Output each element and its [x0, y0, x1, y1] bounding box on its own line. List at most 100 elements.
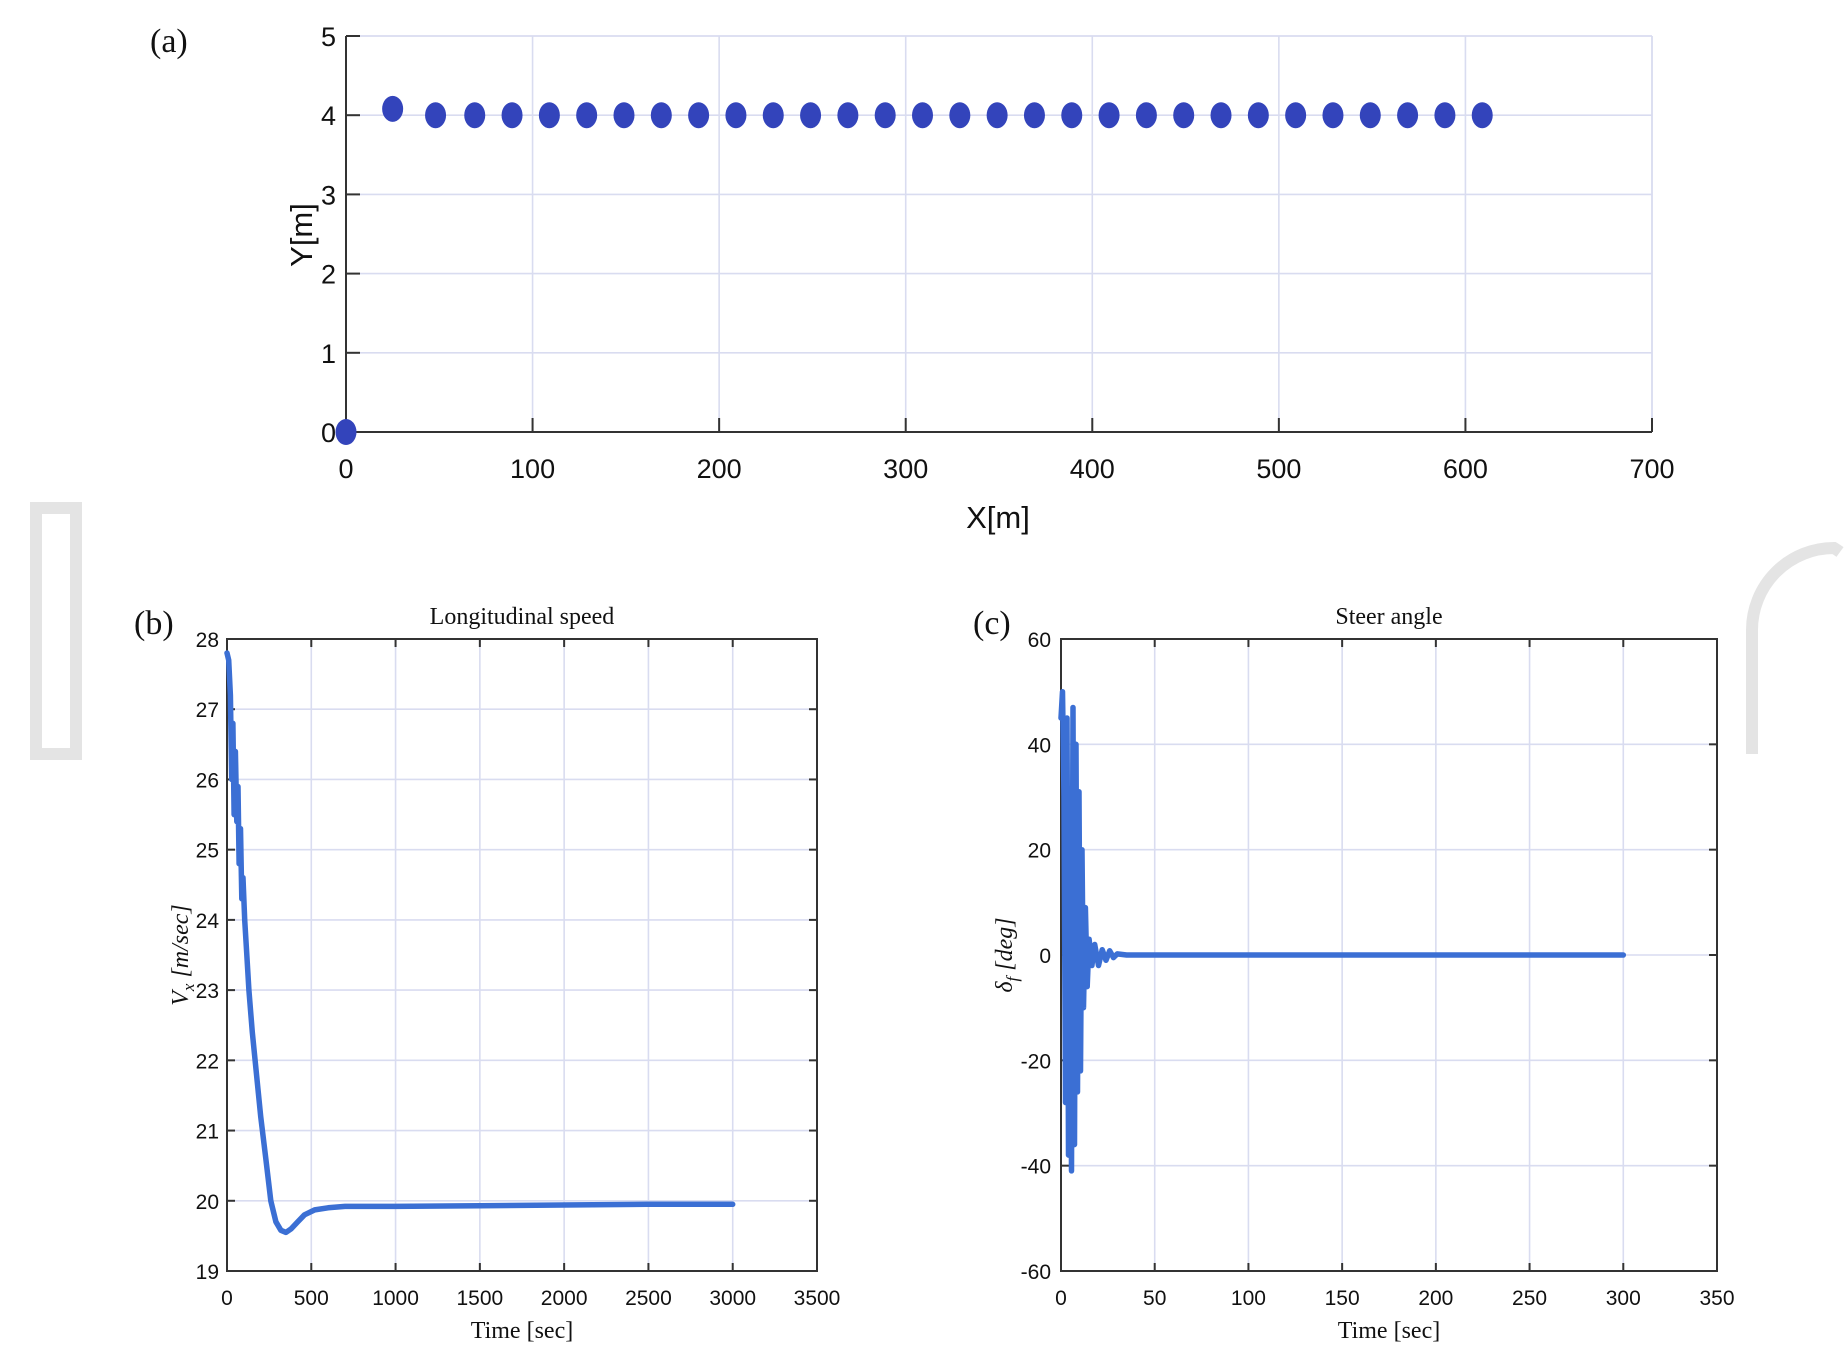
c-ytick-label-3: 0 — [1039, 945, 1051, 968]
a-ytick-label-2: 2 — [321, 260, 336, 290]
c-xtick-label-1: 50 — [1143, 1287, 1166, 1310]
panel-a-point-21 — [1135, 102, 1157, 129]
c-xtick-label-0: 0 — [1055, 1287, 1067, 1310]
panel-a-point-25 — [1285, 102, 1307, 129]
panel-c-xlabel: Time [sec] — [1338, 1318, 1440, 1344]
b-xtick-label-1: 500 — [294, 1287, 329, 1310]
a-xtick-label-0: 0 — [338, 454, 353, 484]
watermark — [30, 502, 1844, 760]
panel-a-point-4 — [501, 102, 523, 129]
panel-b-grid — [226, 638, 818, 1272]
panel-a-point-27 — [1359, 102, 1381, 129]
panel-a-point-7 — [613, 102, 635, 129]
b-xtick-label-6: 3000 — [709, 1287, 756, 1310]
panel-b-ylabel-unit: [m/sec] — [168, 904, 194, 983]
panel-a-xlabel: X[m] — [966, 500, 1030, 535]
a-xtick-label-2: 200 — [697, 454, 742, 484]
b-xtick-label-4: 2000 — [541, 1287, 588, 1310]
panel-a-point-17 — [986, 102, 1008, 129]
b-xtick-label-5: 2500 — [625, 1287, 672, 1310]
panel-a-point-13 — [837, 102, 859, 129]
b-xtick-label-0: 0 — [221, 1287, 233, 1310]
a-ytick-label-0: 0 — [321, 418, 336, 448]
a-xtick-label-1: 100 — [510, 454, 555, 484]
panel-c-ylabel-symbol: δ — [992, 981, 1018, 993]
panel-a-ticks: 0 100 200 300 400 500 600 700 0 1 2 3 4 5 — [321, 22, 1675, 484]
panel-label-b: (b) — [134, 605, 174, 642]
b-ytick-label-0: 19 — [196, 1261, 219, 1284]
a-ytick-label-5: 5 — [321, 22, 336, 52]
panel-a-point-1 — [382, 95, 404, 122]
panel-a-point-5 — [538, 102, 560, 129]
b-ytick-label-9: 28 — [196, 629, 219, 652]
panel-c-chart: (c) Steer angle 0 50 100 150 200 250 300 350-60… — [973, 604, 1735, 1344]
panel-a-point-15 — [912, 102, 934, 129]
c-xtick-label-2: 100 — [1231, 1287, 1266, 1310]
panel-a-point-14 — [874, 102, 896, 129]
panel-a-point-28 — [1397, 102, 1419, 129]
panel-a-chart: (a) 0 100 200 300 400 500 600 700 0 1 2 3 4 5 X[m] Y[… — [150, 22, 1675, 535]
panel-b-ticks: 0 500 1000 1500 2000 2500 3000 3500 19 20 21 22 23 24… — [196, 629, 841, 1310]
panel-a-point-8 — [650, 102, 672, 129]
a-xtick-label-3: 300 — [883, 454, 928, 484]
b-ytick-label-6: 25 — [196, 840, 219, 863]
panel-a-point-30 — [1471, 102, 1493, 129]
b-ytick-label-3: 22 — [196, 1050, 219, 1073]
panel-b-ylabel-symbol: V — [168, 989, 194, 1006]
panel-a-point-24 — [1247, 102, 1269, 129]
panel-c-title: Steer angle — [1335, 604, 1442, 630]
b-xtick-label-3: 1500 — [456, 1287, 503, 1310]
panel-a-point-26 — [1322, 102, 1344, 129]
panel-a-point-2 — [425, 102, 447, 129]
panel-b-xlabel: Time [sec] — [471, 1318, 573, 1344]
panel-c-ylabel-unit: [deg] — [992, 917, 1018, 976]
c-xtick-label-7: 350 — [1699, 1287, 1734, 1310]
panel-b-ylabel: Vx [m/sec] — [168, 904, 198, 1006]
c-ytick-label-2: -20 — [1021, 1050, 1051, 1073]
panel-a-point-29 — [1434, 102, 1456, 129]
panel-a-point-3 — [464, 102, 486, 129]
c-xtick-label-6: 300 — [1606, 1287, 1641, 1310]
panel-a-point-20 — [1098, 102, 1120, 129]
a-xtick-label-7: 700 — [1629, 454, 1674, 484]
panel-a-grid — [345, 35, 1653, 433]
panel-label-c: (c) — [973, 605, 1011, 642]
a-ytick-label-4: 4 — [321, 101, 336, 131]
b-xtick-label-7: 3500 — [794, 1287, 841, 1310]
panel-a-markers — [335, 95, 1493, 445]
a-xtick-label-4: 400 — [1070, 454, 1115, 484]
b-ytick-label-5: 24 — [196, 910, 220, 933]
a-ytick-label-3: 3 — [321, 180, 336, 210]
panel-a-point-22 — [1173, 102, 1195, 129]
panel-b-ylabel-subscript: x — [179, 983, 198, 992]
panel-b-series-line — [224, 650, 736, 1236]
c-ytick-label-4: 20 — [1028, 840, 1051, 863]
panel-b-chart: (b) Longitudinal speed 0 500 1000 1500 2000 2… — [134, 604, 840, 1344]
panel-b-title: Longitudinal speed — [430, 604, 615, 630]
b-ytick-label-4: 23 — [196, 980, 219, 1003]
b-frame — [226, 638, 818, 1272]
c-xtick-label-4: 200 — [1418, 1287, 1453, 1310]
panel-a-point-12 — [800, 102, 822, 129]
panel-c-ticks: 0 50 100 150 200 250 300 350 -60 -40 -20 0 20 40 60 — [1021, 629, 1735, 1310]
panel-label-a: (a) — [150, 23, 188, 60]
c-xtick-label-3: 150 — [1325, 1287, 1360, 1310]
a-ytick-label-1: 1 — [321, 339, 336, 369]
panel-a-point-6 — [576, 102, 598, 129]
panel-a-point-19 — [1061, 102, 1083, 129]
c-ytick-label-0: -60 — [1021, 1261, 1051, 1284]
c-ytick-label-6: 60 — [1028, 629, 1051, 652]
panel-a-point-9 — [688, 102, 710, 129]
panel-a-point-10 — [725, 102, 747, 129]
panel-a-point-16 — [949, 102, 971, 129]
b-ytick-label-2: 21 — [196, 1121, 219, 1144]
c-xtick-label-5: 250 — [1512, 1287, 1547, 1310]
c-ytick-label-1: -40 — [1021, 1156, 1051, 1179]
panel-c-series-line — [1058, 688, 1627, 1174]
panel-c-ylabel: δf [deg] — [992, 917, 1022, 992]
b-xtick-label-2: 1000 — [372, 1287, 419, 1310]
b-ytick-label-8: 27 — [196, 699, 219, 722]
panel-c-ylabel-subscript: f — [1003, 974, 1022, 981]
c-frame — [1060, 638, 1718, 1272]
